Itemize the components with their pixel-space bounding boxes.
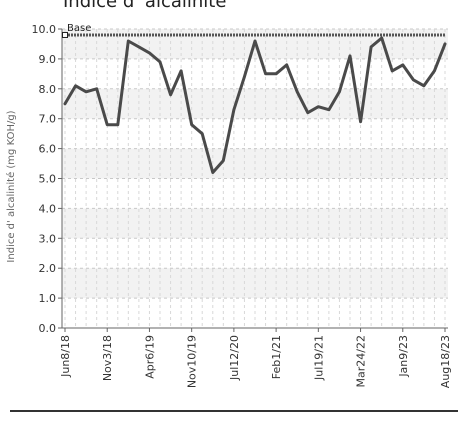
data-point [412, 78, 415, 82]
series-group [63, 36, 447, 174]
data-point [201, 132, 204, 135]
y-tick-label: 10.0 [32, 23, 57, 36]
data-point [232, 108, 236, 111]
data-point [127, 39, 130, 43]
data-point [359, 120, 362, 123]
x-tick-label: Jun8/18 [59, 335, 72, 378]
data-point [338, 90, 341, 93]
y-tick-label: 6.0 [39, 143, 57, 156]
data-point [306, 111, 309, 114]
data-point [148, 51, 151, 55]
data-point [211, 171, 214, 174]
data-point [433, 69, 436, 73]
data-point [84, 90, 88, 93]
data-point [422, 84, 426, 88]
y-tick-label: 9.0 [39, 53, 57, 66]
y-tick-label: 5.0 [39, 173, 57, 186]
x-tick-label: Apr6/19 [143, 335, 156, 379]
data-point [264, 72, 267, 76]
gridlines [58, 28, 448, 329]
data-point [391, 69, 394, 73]
y-tick-label: 7.0 [39, 113, 57, 126]
base-marker [62, 31, 68, 38]
data-point [158, 60, 162, 64]
tick-labels: 0.0 1.0 2.0 3.0 4.0 5.0 6.0 7.0 8.0 9.0 10.0 Jun8/1… [32, 23, 453, 388]
data-point [137, 45, 141, 49]
base-label: Base [67, 23, 91, 34]
chart-title: Indice d' alcalinité [63, 0, 227, 12]
data-point [348, 54, 352, 58]
data-point [243, 75, 246, 79]
data-point [106, 123, 109, 126]
data-point [116, 123, 119, 126]
data-point [380, 36, 383, 40]
base-line-group: Base [62, 23, 445, 38]
data-point [222, 159, 225, 162]
bottom-divider [10, 410, 458, 412]
y-tick-label: 4.0 [39, 202, 57, 215]
data-point [369, 45, 373, 49]
y-tick-label: 8.0 [39, 83, 57, 96]
data-point [443, 42, 447, 46]
x-tick-label: Nov10/19 [186, 335, 199, 388]
x-tick-label: Feb1/21 [270, 335, 283, 379]
y-tick-label: 0.0 [39, 322, 57, 335]
data-point [327, 108, 331, 111]
y-tick-label: 1.0 [39, 292, 57, 305]
data-point [253, 39, 257, 43]
data-point [296, 90, 299, 93]
x-tick-label: Jul12/20 [228, 335, 241, 381]
x-tick-label: Nov3/18 [101, 335, 114, 381]
data-point [285, 63, 288, 67]
data-point [179, 69, 183, 73]
data-point [190, 123, 193, 126]
x-tick-label: Jan9/23 [397, 335, 410, 378]
data-point [95, 87, 98, 91]
data-point [317, 105, 320, 108]
x-tick-label: Jul19/21 [312, 335, 325, 381]
axes [61, 29, 448, 332]
data-point [63, 102, 67, 105]
x-tick-label: Aug18/23 [439, 335, 452, 388]
data-point [274, 72, 278, 76]
y-tick-label: 2.0 [39, 262, 57, 275]
data-point [401, 63, 404, 67]
y-axis-title: Indice d' alcalinité (mg KOH/g) [5, 110, 17, 262]
data-point [74, 84, 77, 88]
data-point [169, 93, 172, 96]
y-tick-label: 3.0 [39, 232, 57, 245]
x-tick-label: Mar24/22 [355, 335, 368, 387]
